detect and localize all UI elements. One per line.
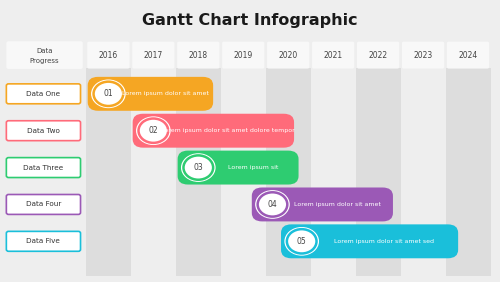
FancyBboxPatch shape	[177, 42, 220, 69]
FancyBboxPatch shape	[447, 42, 489, 69]
Text: Lorem ipsum dolor sit amet dolore tempor: Lorem ipsum dolor sit amet dolore tempor	[162, 128, 295, 133]
Text: 02: 02	[148, 126, 158, 135]
Text: Data Three: Data Three	[24, 165, 64, 171]
FancyBboxPatch shape	[312, 42, 354, 69]
Text: 2018: 2018	[188, 50, 208, 60]
FancyBboxPatch shape	[132, 114, 294, 148]
FancyBboxPatch shape	[267, 42, 310, 69]
Text: 2020: 2020	[278, 50, 298, 60]
Text: 2022: 2022	[368, 50, 388, 60]
Text: Data Four: Data Four	[26, 201, 61, 208]
FancyBboxPatch shape	[357, 42, 399, 69]
FancyBboxPatch shape	[402, 42, 444, 69]
Text: 03: 03	[194, 163, 203, 172]
FancyBboxPatch shape	[281, 224, 458, 258]
FancyBboxPatch shape	[6, 195, 80, 214]
FancyBboxPatch shape	[88, 42, 130, 69]
FancyBboxPatch shape	[6, 158, 80, 178]
Circle shape	[285, 228, 318, 255]
Text: Progress: Progress	[30, 58, 60, 64]
Text: 2017: 2017	[144, 50, 163, 60]
FancyBboxPatch shape	[266, 68, 310, 276]
FancyBboxPatch shape	[6, 41, 83, 69]
FancyBboxPatch shape	[6, 231, 80, 251]
FancyBboxPatch shape	[252, 188, 393, 221]
Text: 01: 01	[104, 89, 113, 98]
Text: Data: Data	[36, 49, 53, 54]
FancyBboxPatch shape	[222, 42, 264, 69]
FancyBboxPatch shape	[132, 42, 174, 69]
Text: 05: 05	[297, 237, 306, 246]
Text: 2021: 2021	[324, 50, 342, 60]
FancyBboxPatch shape	[6, 84, 80, 104]
Text: Data Two: Data Two	[27, 128, 60, 134]
FancyBboxPatch shape	[178, 151, 298, 184]
FancyBboxPatch shape	[176, 68, 221, 276]
FancyBboxPatch shape	[86, 68, 131, 276]
Text: 2024: 2024	[458, 50, 477, 60]
FancyBboxPatch shape	[88, 77, 213, 111]
FancyBboxPatch shape	[6, 121, 80, 141]
Text: Lorem ipsum dolor sit amet sed: Lorem ipsum dolor sit amet sed	[334, 239, 434, 244]
Text: Data One: Data One	[26, 91, 60, 97]
Circle shape	[92, 80, 125, 107]
Text: 04: 04	[268, 200, 278, 209]
Text: 2019: 2019	[234, 50, 253, 60]
Text: Lorem ipsum sit: Lorem ipsum sit	[228, 165, 278, 170]
Text: Lorem ipsum dolor sit amet: Lorem ipsum dolor sit amet	[294, 202, 380, 207]
Circle shape	[136, 117, 170, 144]
Circle shape	[182, 154, 215, 181]
Text: 2023: 2023	[414, 50, 432, 60]
Circle shape	[256, 191, 289, 218]
Text: Lorem ipsum dolor sit amet: Lorem ipsum dolor sit amet	[122, 91, 208, 96]
Text: Gantt Chart Infographic: Gantt Chart Infographic	[142, 13, 358, 28]
FancyBboxPatch shape	[356, 68, 401, 276]
Text: Data Five: Data Five	[26, 238, 60, 244]
FancyBboxPatch shape	[446, 68, 490, 276]
Text: 2016: 2016	[99, 50, 118, 60]
